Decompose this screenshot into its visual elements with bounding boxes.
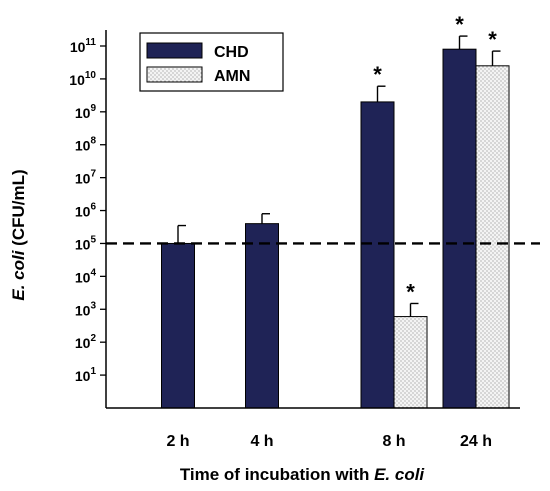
y-tick-label: 108 <box>75 136 97 154</box>
y-tick-exponent: 2 <box>90 333 96 344</box>
x-tick-label: 2 h <box>166 433 189 450</box>
y-tick-exponent: 1 <box>90 366 96 377</box>
bar-amn <box>475 65 510 409</box>
y-tick-base: 10 <box>75 171 91 187</box>
y-tick-label: 101 <box>75 366 97 384</box>
legend-label-amn: AMN <box>214 68 250 85</box>
y-axis-title: E. coli (CFU/mL) <box>9 169 28 300</box>
y-axis-title-suffix: (CFU/mL) <box>9 169 28 250</box>
y-tick-base: 10 <box>75 269 91 285</box>
y-tick-label: 106 <box>75 202 97 220</box>
x-axis-title-prefix: Time of incubation with <box>180 465 374 484</box>
x-tick-label: 24 h <box>460 433 492 450</box>
y-axis-title-italic: E. coli <box>9 249 28 300</box>
x-axis-title-italic: E. coli <box>374 465 425 484</box>
y-tick-base: 10 <box>75 302 91 318</box>
legend: CHD AMN <box>139 32 284 92</box>
y-tick-base: 10 <box>75 335 91 351</box>
y-tick-base: 10 <box>75 105 91 121</box>
bar-amn <box>393 316 428 409</box>
y-tick-label: 1010 <box>69 70 96 88</box>
y-tick-label: 103 <box>75 300 97 318</box>
y-tick-label: 105 <box>75 234 97 252</box>
y-tick-base: 10 <box>75 236 91 252</box>
y-tick-exponent: 8 <box>90 136 96 147</box>
x-axis-title: Time of incubation with E. coli <box>180 465 426 484</box>
y-tick-exponent: 5 <box>90 234 96 245</box>
y-tick-exponent: 7 <box>90 169 96 180</box>
y-tick-exponent: 9 <box>90 103 96 114</box>
y-tick-exponent: 3 <box>90 300 96 311</box>
legend-label-chd: CHD <box>214 44 249 61</box>
y-tick-exponent: 11 <box>85 37 96 48</box>
y-tick-base: 10 <box>69 72 85 88</box>
y-tick-label: 102 <box>75 333 97 351</box>
y-tick-label: 104 <box>75 267 97 285</box>
bar-chd <box>161 242 195 409</box>
x-tick-label: 4 h <box>250 433 273 450</box>
bar-chd <box>360 101 395 409</box>
significance-star: * <box>406 279 415 304</box>
y-tick-label: 109 <box>75 103 97 121</box>
y-tick-base: 10 <box>75 368 91 384</box>
y-tick-label: 107 <box>75 169 97 187</box>
y-tick-exponent: 4 <box>90 267 96 278</box>
legend-swatch-amn <box>146 66 203 83</box>
y-tick-base: 10 <box>75 204 91 220</box>
y-tick-base: 10 <box>75 138 91 154</box>
y-tick-label: 1011 <box>70 37 97 55</box>
significance-star: * <box>488 27 497 52</box>
x-tick-label: 8 h <box>382 433 405 450</box>
significance-star: * <box>373 62 382 87</box>
legend-swatch-chd <box>146 42 203 59</box>
y-tick-exponent: 6 <box>90 202 96 213</box>
bar-chd <box>245 223 279 409</box>
y-tick-exponent: 10 <box>85 70 97 81</box>
y-tick-base: 10 <box>70 39 86 55</box>
significance-star: * <box>455 12 464 37</box>
bar-chd <box>442 48 477 409</box>
